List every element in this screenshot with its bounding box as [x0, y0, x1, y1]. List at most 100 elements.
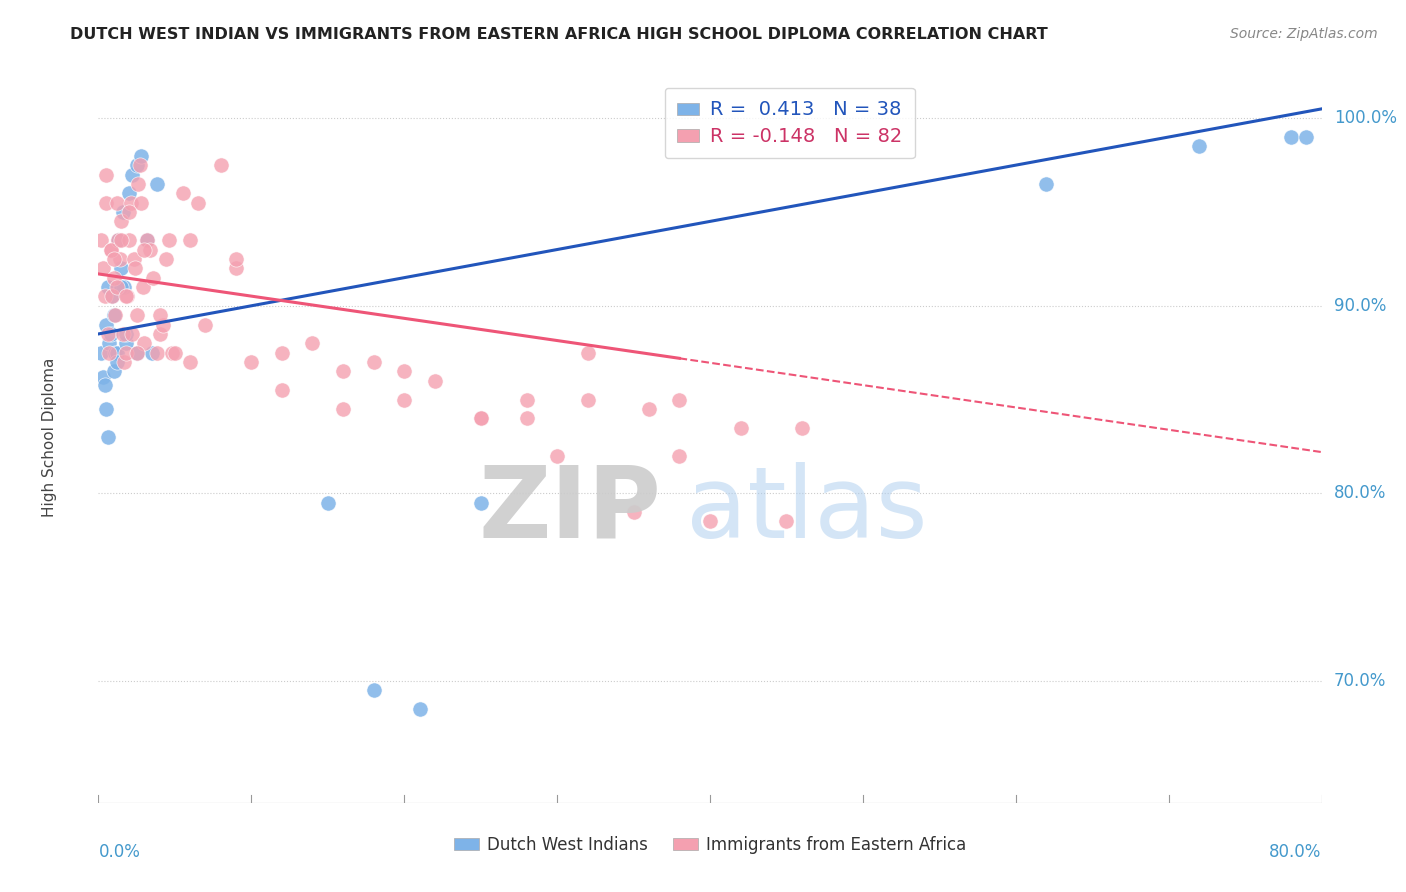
Point: [115, 336, 138, 351]
Point: [392, 392, 416, 407]
Point: [730, 420, 752, 434]
Point: [127, 177, 149, 191]
Point: [120, 195, 142, 210]
Point: [101, 289, 124, 303]
Point: [94, 168, 117, 182]
Point: [149, 326, 172, 341]
Point: [546, 449, 568, 463]
Point: [118, 205, 141, 219]
Point: [270, 383, 292, 397]
Point: [93, 377, 115, 392]
Point: [163, 345, 186, 359]
Point: [270, 345, 292, 359]
Point: [139, 243, 162, 257]
Point: [91, 261, 114, 276]
Point: [104, 308, 127, 322]
Point: [332, 401, 354, 416]
Text: 100.0%: 100.0%: [1334, 109, 1398, 128]
Point: [141, 345, 163, 359]
Point: [122, 252, 145, 266]
Point: [97, 430, 120, 444]
Point: [94, 195, 117, 210]
Point: [194, 318, 217, 332]
Point: [121, 168, 143, 182]
Point: [100, 326, 122, 341]
Point: [470, 411, 492, 425]
Point: [90, 233, 112, 247]
Point: [332, 364, 354, 378]
Text: 80.0%: 80.0%: [1334, 484, 1386, 502]
Point: [105, 280, 128, 294]
Point: [1035, 177, 1057, 191]
Point: [392, 364, 416, 378]
Point: [132, 280, 155, 294]
Text: DUTCH WEST INDIAN VS IMMIGRANTS FROM EASTERN AFRICA HIGH SCHOOL DIPLOMA CORRELAT: DUTCH WEST INDIAN VS IMMIGRANTS FROM EAS…: [70, 27, 1047, 42]
Point: [134, 336, 156, 351]
Point: [136, 233, 159, 247]
Point: [623, 505, 645, 519]
Point: [187, 195, 209, 210]
Point: [125, 345, 148, 359]
Point: [101, 289, 124, 303]
Point: [699, 515, 721, 529]
Point: [111, 205, 134, 219]
Point: [1279, 130, 1302, 145]
Point: [110, 233, 132, 247]
Point: [179, 355, 201, 369]
Point: [105, 195, 128, 210]
Text: 80.0%: 80.0%: [1270, 843, 1322, 861]
Point: [105, 355, 128, 369]
Point: [129, 195, 152, 210]
Point: [100, 243, 122, 257]
Point: [103, 252, 125, 266]
Point: [94, 318, 117, 332]
Point: [121, 326, 143, 341]
Point: [103, 308, 125, 322]
Point: [105, 345, 128, 359]
Point: [1188, 139, 1211, 153]
Point: [97, 280, 120, 294]
Point: [104, 345, 127, 359]
Point: [142, 270, 165, 285]
Point: [110, 214, 132, 228]
Point: [107, 233, 129, 247]
Point: [124, 261, 146, 276]
Point: [110, 261, 132, 276]
Point: [108, 252, 131, 266]
Point: [97, 326, 120, 341]
Point: [136, 233, 159, 247]
Point: [301, 336, 323, 351]
Point: [93, 289, 115, 303]
Text: High School Diploma: High School Diploma: [42, 358, 58, 516]
Point: [209, 158, 232, 172]
Point: [423, 374, 446, 388]
Point: [790, 420, 813, 434]
Point: [134, 243, 156, 257]
Point: [128, 158, 150, 172]
Point: [157, 233, 180, 247]
Point: [775, 515, 797, 529]
Text: 0.0%: 0.0%: [98, 843, 141, 861]
Point: [363, 683, 385, 698]
Point: [125, 308, 148, 322]
Point: [115, 326, 138, 341]
Point: [155, 252, 177, 266]
Point: [363, 355, 385, 369]
Point: [125, 158, 148, 172]
Point: [152, 318, 174, 332]
Point: [118, 186, 141, 201]
Point: [1295, 130, 1317, 145]
Point: [98, 336, 121, 351]
Text: 70.0%: 70.0%: [1334, 672, 1386, 690]
Point: [117, 289, 139, 303]
Point: [149, 308, 172, 322]
Point: [668, 392, 690, 407]
Point: [103, 364, 125, 378]
Point: [225, 252, 247, 266]
Point: [179, 233, 201, 247]
Point: [107, 233, 129, 247]
Text: ZIP: ZIP: [478, 462, 661, 558]
Point: [115, 289, 138, 303]
Point: [98, 345, 121, 359]
Point: [637, 401, 661, 416]
